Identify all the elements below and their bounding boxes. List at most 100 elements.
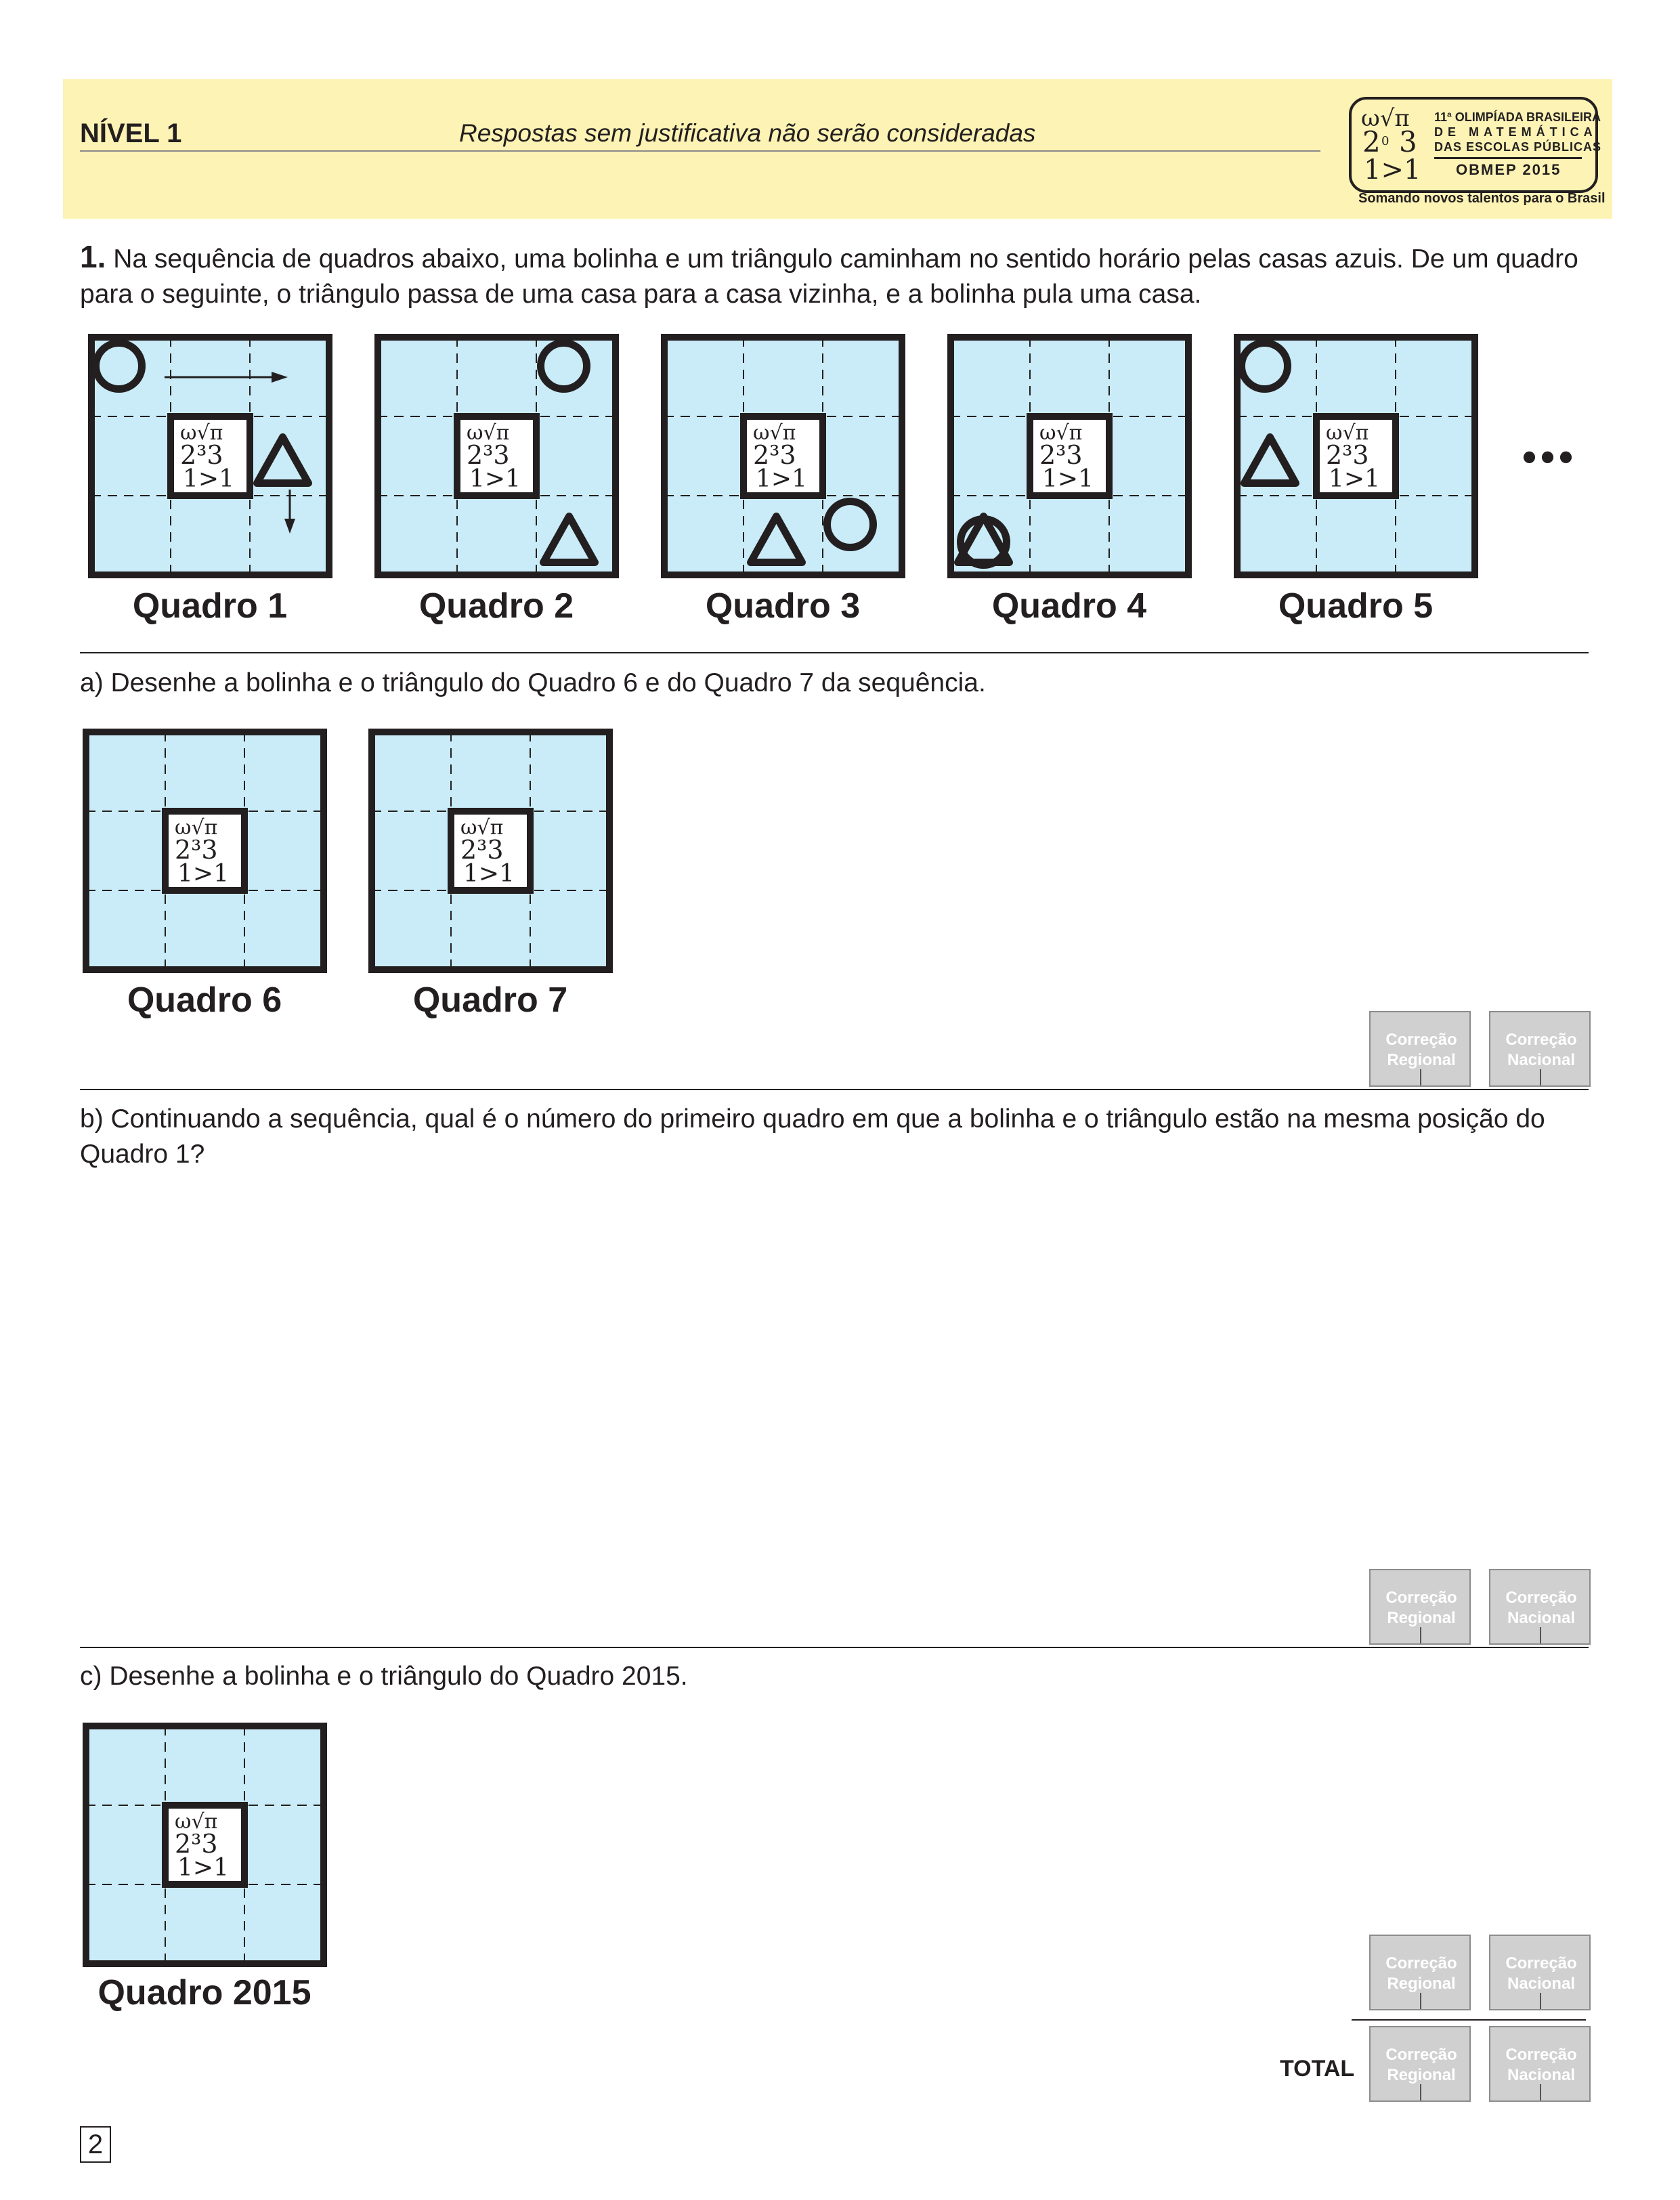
- svg-text:1>1: 1>1: [756, 465, 807, 493]
- frame-2015-label: Quadro 2015: [98, 1973, 311, 2012]
- logo-line-2: DE MATEMÁTICA: [1434, 125, 1597, 139]
- center-logo-cell: [167, 413, 253, 499]
- correction-nacional-box-text: Correção Nacional: [1505, 1031, 1577, 1069]
- tick-mark: [1420, 1993, 1421, 2009]
- svg-text:1>1: 1>1: [463, 860, 515, 888]
- frame-4-label: Quadro 4: [991, 586, 1147, 626]
- svg-text:1>1: 1>1: [1329, 465, 1380, 493]
- total-divider: [1352, 2019, 1586, 2021]
- svg-text:1>1: 1>1: [183, 465, 234, 493]
- arrow-down-icon: [284, 490, 295, 534]
- correction-nacional-box: Correção Nacional: [1489, 2026, 1591, 2102]
- ellipsis-dots: •••: [1522, 434, 1578, 479]
- svg-text:2³3: 2³3: [753, 440, 796, 470]
- center-logo-cell: [454, 413, 540, 499]
- tick-mark: [1540, 2084, 1541, 2100]
- page-number: 2: [80, 2126, 111, 2163]
- center-logo-cell: [448, 808, 534, 894]
- svg-text:1>1: 1>1: [1364, 154, 1421, 186]
- logo-mark-icon: ω√π 2 0 3 1>1: [1361, 105, 1421, 186]
- center-logo-cell: [162, 1802, 248, 1888]
- divider-c: [80, 1647, 1589, 1648]
- level-label: NÍVEL 1: [80, 118, 182, 148]
- triangle-marker: [540, 513, 599, 566]
- svg-text:ω√π: ω√π: [1039, 421, 1082, 445]
- svg-text:2³3: 2³3: [467, 440, 510, 470]
- part-b-text: b) Continuando a sequência, qual é o núm…: [80, 1104, 1545, 1169]
- triangle-marker: [253, 433, 312, 487]
- correction-regional-box-text: Correção Regional: [1385, 1589, 1457, 1627]
- center-logo-cell: [1313, 413, 1399, 499]
- center-logo-cell: [740, 413, 826, 499]
- svg-text:2³3: 2³3: [175, 1829, 218, 1859]
- correction-regional-box: Correção Regional: [1369, 1935, 1471, 2010]
- tick-mark: [1420, 1627, 1421, 1643]
- svg-text:ω√π: ω√π: [460, 816, 503, 840]
- correction-nacional-box-text: Correção Nacional: [1505, 1954, 1577, 1993]
- svg-text:0: 0: [1381, 134, 1389, 148]
- logo-year: OBMEP 2015: [1456, 161, 1561, 178]
- tick-mark: [1540, 1627, 1541, 1643]
- svg-text:1>1: 1>1: [1042, 465, 1094, 493]
- svg-text:2³3: 2³3: [1039, 440, 1083, 470]
- frame-2-label: Quadro 2: [418, 586, 574, 626]
- correction-nacional-box: Correção Nacional: [1489, 1569, 1591, 1645]
- circle-marker: [823, 498, 877, 551]
- svg-text:ω√π: ω√π: [1326, 421, 1369, 445]
- svg-text:ω√π: ω√π: [753, 421, 796, 445]
- frame-3-label: Quadro 3: [705, 586, 861, 626]
- svg-text:2³3: 2³3: [1326, 440, 1369, 470]
- svg-text:2³3: 2³3: [180, 440, 223, 470]
- tick-mark: [1540, 1993, 1541, 2009]
- divider-b: [80, 1089, 1589, 1090]
- notice-text: Respostas sem justificativa não serão co…: [459, 119, 1036, 147]
- tick-mark: [1420, 1069, 1421, 1085]
- svg-text:1>1: 1>1: [177, 860, 229, 888]
- question-statement: 1. Na sequência de quadros abaixo, uma b…: [80, 239, 1603, 312]
- circle-marker: [537, 339, 590, 393]
- center-logo-cell: [162, 808, 248, 894]
- tick-mark: [1420, 2084, 1421, 2100]
- correction-nacional-box-text: Correção Nacional: [1505, 1589, 1577, 1627]
- frame-7-label: Quadro 7: [412, 980, 568, 1020]
- svg-text:2: 2: [1362, 125, 1381, 158]
- tick-mark: [1540, 1069, 1541, 1085]
- header-divider: [80, 150, 1320, 152]
- arrow-right-icon: [165, 372, 288, 383]
- frame-5-label: Quadro 5: [1278, 586, 1434, 626]
- svg-text:1>1: 1>1: [469, 465, 521, 493]
- correction-regional-box-text: Correção Regional: [1385, 1031, 1457, 1069]
- logo-tagline: Somando novos talentos para o Brasil: [1358, 191, 1606, 206]
- correction-regional-box-text: Correção Regional: [1385, 2046, 1457, 2084]
- correction-nacional-box-text: Correção Nacional: [1505, 2046, 1577, 2084]
- svg-text:2³3: 2³3: [460, 835, 504, 865]
- logo-line-1: 11ª OLIMPÍADA BRASILEIRA: [1434, 110, 1601, 124]
- correction-nacional-box: Correção Nacional: [1489, 1011, 1591, 1087]
- correction-regional-box: Correção Regional: [1369, 1011, 1471, 1087]
- svg-text:ω√π: ω√π: [180, 421, 223, 445]
- svg-text:ω√π: ω√π: [467, 421, 509, 445]
- triangle-marker: [1241, 433, 1299, 487]
- center-logo-cell: [1027, 413, 1113, 499]
- circle-marker: [92, 339, 146, 393]
- triangle-marker: [747, 513, 806, 566]
- circle-marker: [1238, 339, 1291, 393]
- correction-nacional-box: Correção Nacional: [1489, 1935, 1591, 2010]
- question-number: 1.: [80, 239, 106, 274]
- svg-text:3: 3: [1399, 125, 1417, 158]
- correction-regional-box-text: Correção Regional: [1385, 1954, 1457, 1993]
- logo-line-3: DAS ESCOLAS PÚBLICAS: [1434, 140, 1602, 154]
